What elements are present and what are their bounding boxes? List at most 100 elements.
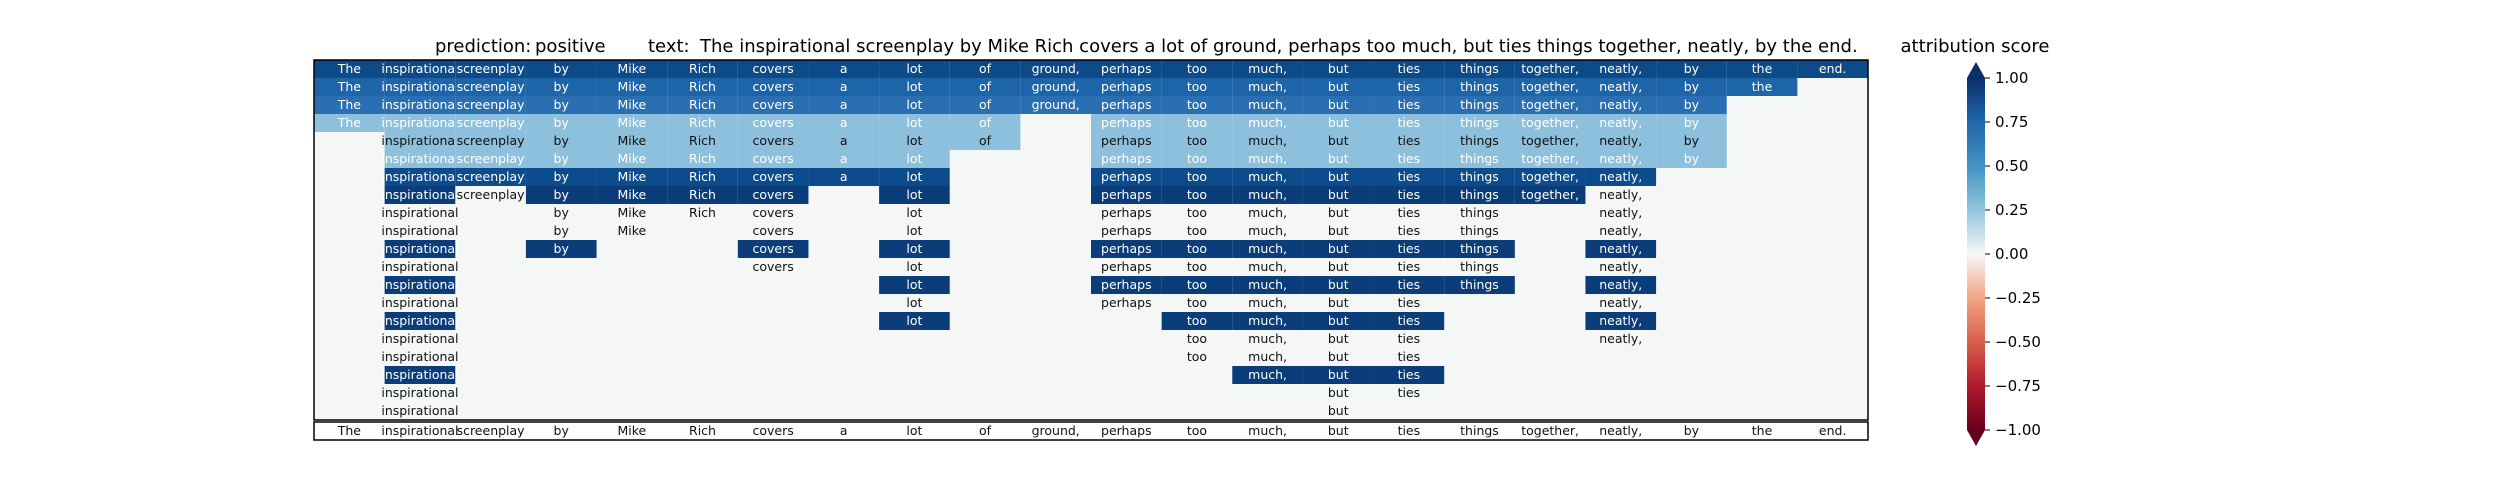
token-label: covers <box>753 259 794 274</box>
token-label: much, <box>1248 61 1287 76</box>
token-label: by <box>554 151 570 166</box>
token-label: ties <box>1398 61 1421 76</box>
heatmap-cell <box>1444 276 1515 294</box>
heatmap-cell <box>1373 114 1445 132</box>
token-label: The <box>337 79 362 94</box>
token-label: but <box>1328 367 1349 382</box>
heatmap-cell <box>384 60 456 78</box>
token-label: perhaps <box>1101 97 1152 112</box>
heatmap-cell <box>1232 186 1303 204</box>
heatmap-cell <box>737 78 809 96</box>
heatmap-cell <box>737 114 809 132</box>
heatmap-cell <box>1514 60 1586 78</box>
heatmap-cell <box>1373 78 1445 96</box>
heatmap-cell <box>667 60 738 78</box>
token-label: neatly, <box>1599 223 1642 238</box>
heatmap-cell <box>1302 78 1374 96</box>
heatmap-cell <box>1514 186 1586 204</box>
token-label: ties <box>1398 151 1421 166</box>
token-label: neatly, <box>1599 277 1642 292</box>
token-label: much, <box>1248 367 1287 382</box>
token-label: ties <box>1398 97 1421 112</box>
token-label: inspirational <box>381 241 458 256</box>
token-label: ties <box>1398 241 1421 256</box>
token-label: things <box>1460 61 1499 76</box>
token-label: ties <box>1398 169 1421 184</box>
token-label: Mike <box>617 133 646 148</box>
heatmap-cell <box>1656 60 1727 78</box>
token-label: too <box>1187 313 1207 328</box>
token-label: covers <box>753 61 794 76</box>
token-label: perhaps <box>1101 169 1152 184</box>
token-label: The <box>337 61 362 76</box>
token-label: by <box>1684 97 1700 112</box>
token-label: covers <box>753 115 794 130</box>
token-label: screenplay <box>457 61 526 76</box>
heatmap-cell <box>1302 312 1374 330</box>
token-label: neatly, <box>1599 313 1642 328</box>
token-label: The <box>337 115 362 130</box>
heatmap-cell <box>1091 114 1162 132</box>
token-label: Rich <box>689 151 716 166</box>
heatmap-cell <box>1585 132 1657 150</box>
heatmap-cell <box>1514 168 1586 186</box>
token-label: much, <box>1248 115 1287 130</box>
reference-token-label: by <box>554 423 570 438</box>
heatmap-cell <box>1161 78 1233 96</box>
token-label: Mike <box>617 61 646 76</box>
token-label: ties <box>1398 223 1421 238</box>
token-label: but <box>1328 241 1349 256</box>
heatmap-cell <box>1232 276 1303 294</box>
token-label: together, <box>1521 133 1579 148</box>
heatmap-cell <box>1585 276 1657 294</box>
token-label: covers <box>753 79 794 94</box>
token-label: inspirational <box>381 367 458 382</box>
token-label: perhaps <box>1101 277 1152 292</box>
token-label: by <box>1684 115 1700 130</box>
reference-token-label: the <box>1752 423 1773 438</box>
token-label: too <box>1187 331 1207 346</box>
heatmap-cell <box>879 150 950 168</box>
heatmap-cell <box>1444 96 1515 114</box>
token-label: neatly, <box>1599 187 1642 202</box>
title-prediction-label: prediction: <box>435 36 531 57</box>
token-label: much, <box>1248 133 1287 148</box>
colorbar-tick-label: −0.50 <box>1995 333 2041 351</box>
heatmap-cell <box>596 96 668 114</box>
token-label: perhaps <box>1101 187 1152 202</box>
heatmap-cell <box>384 114 456 132</box>
heatmap-cell <box>1232 114 1303 132</box>
heatmap-cell <box>455 168 526 186</box>
token-label: much, <box>1248 241 1287 256</box>
token-label: lot <box>906 79 922 94</box>
token-label: inspirational <box>381 61 458 76</box>
title-text-value: The inspirational screenplay by Mike Ric… <box>699 36 1858 57</box>
heatmap-cell <box>1373 366 1445 384</box>
heatmap-cell <box>879 240 950 258</box>
token-label: too <box>1187 133 1207 148</box>
token-label: Mike <box>617 97 646 112</box>
chart-title: prediction: positive text: The inspirati… <box>435 36 1858 57</box>
heatmap-cell <box>737 60 809 78</box>
heatmap-cell <box>525 132 597 150</box>
token-label: by <box>1684 151 1700 166</box>
token-label: things <box>1460 277 1499 292</box>
heatmap-cell <box>314 114 385 132</box>
heatmap-cell <box>525 60 597 78</box>
heatmap-cell <box>1514 132 1586 150</box>
heatmap-cell <box>384 312 456 330</box>
heatmap-cell <box>1585 96 1657 114</box>
heatmap-cell <box>384 168 456 186</box>
token-label: too <box>1187 79 1207 94</box>
token-label: together, <box>1521 79 1579 94</box>
token-label: but <box>1328 115 1349 130</box>
token-label: things <box>1460 223 1499 238</box>
heatmap-cell <box>1444 150 1515 168</box>
token-label: ties <box>1398 133 1421 148</box>
token-label: lot <box>906 277 922 292</box>
token-label: much, <box>1248 205 1287 220</box>
heatmap-cell <box>525 114 597 132</box>
heatmap-cell <box>1302 366 1374 384</box>
reference-token-label: The <box>337 423 362 438</box>
token-label: of <box>979 133 992 148</box>
